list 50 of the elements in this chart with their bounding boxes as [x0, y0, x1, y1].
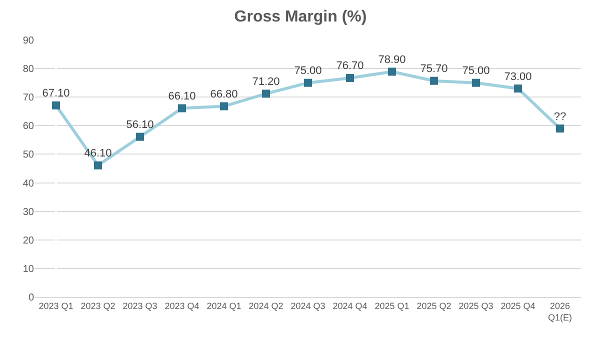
point	[304, 78, 312, 87]
y-tick-label: 60	[22, 121, 34, 132]
chart-title: Gross Margin (%)	[234, 8, 367, 26]
y-tick-label: 20	[22, 235, 34, 246]
point	[220, 102, 228, 110]
point	[94, 161, 102, 170]
x-tick-label: 2026 Q1(E)	[548, 300, 572, 322]
data-label: 67.10	[42, 88, 70, 100]
x-tick-label: 2023 Q4	[164, 300, 200, 311]
y-tick-label: 40	[22, 178, 34, 190]
data-label: 66.10	[168, 90, 196, 102]
x-tick-label: 2023 Q1	[38, 300, 74, 311]
y-tick-label: 10	[22, 264, 34, 275]
data-label: 75.00	[294, 65, 322, 78]
x-tick-label: 2024 Q3	[290, 300, 326, 311]
data-label: 75.70	[420, 63, 448, 76]
point	[472, 78, 480, 87]
data-label: ??	[554, 110, 566, 123]
point	[388, 68, 396, 76]
y-tick-label: 70	[22, 92, 34, 104]
x-tick-label: 2024 Q4	[332, 300, 368, 311]
point	[262, 90, 270, 98]
data-label: 76.70	[336, 60, 364, 72]
x-tick-label: 2025 Q2	[416, 300, 452, 311]
point	[514, 84, 522, 93]
point	[178, 104, 186, 112]
x-tick-label: 2025 Q1	[374, 300, 410, 311]
data-label: 46.10	[84, 148, 112, 160]
y-tick-label: 30	[22, 206, 34, 218]
y-tick-label: 80	[22, 64, 34, 76]
x-tick-label: 2023 Q2	[80, 300, 116, 311]
x-tick-label: 2023 Q3	[122, 300, 158, 311]
data-label: 56.10	[126, 119, 154, 132]
data-label: 75.00	[462, 65, 490, 78]
point	[556, 124, 564, 133]
data-label: 66.80	[210, 88, 238, 100]
x-tick-label: 2025 Q3	[458, 300, 494, 311]
x-tick-label: 2025 Q4	[500, 300, 536, 311]
point	[430, 76, 438, 85]
y-tick-label: 90	[22, 36, 34, 46]
data-label: 71.20	[252, 76, 280, 88]
point	[136, 132, 144, 141]
data-label: 73.00	[504, 70, 532, 83]
point	[346, 74, 354, 82]
point	[52, 101, 60, 110]
data-label: 78.90	[378, 54, 406, 66]
x-tick-label: 2024 Q1	[206, 300, 242, 311]
y-tick-label: 50	[22, 150, 34, 161]
x-tick-label: 2024 Q2	[248, 300, 284, 311]
y-tick-label: 0	[28, 292, 34, 304]
